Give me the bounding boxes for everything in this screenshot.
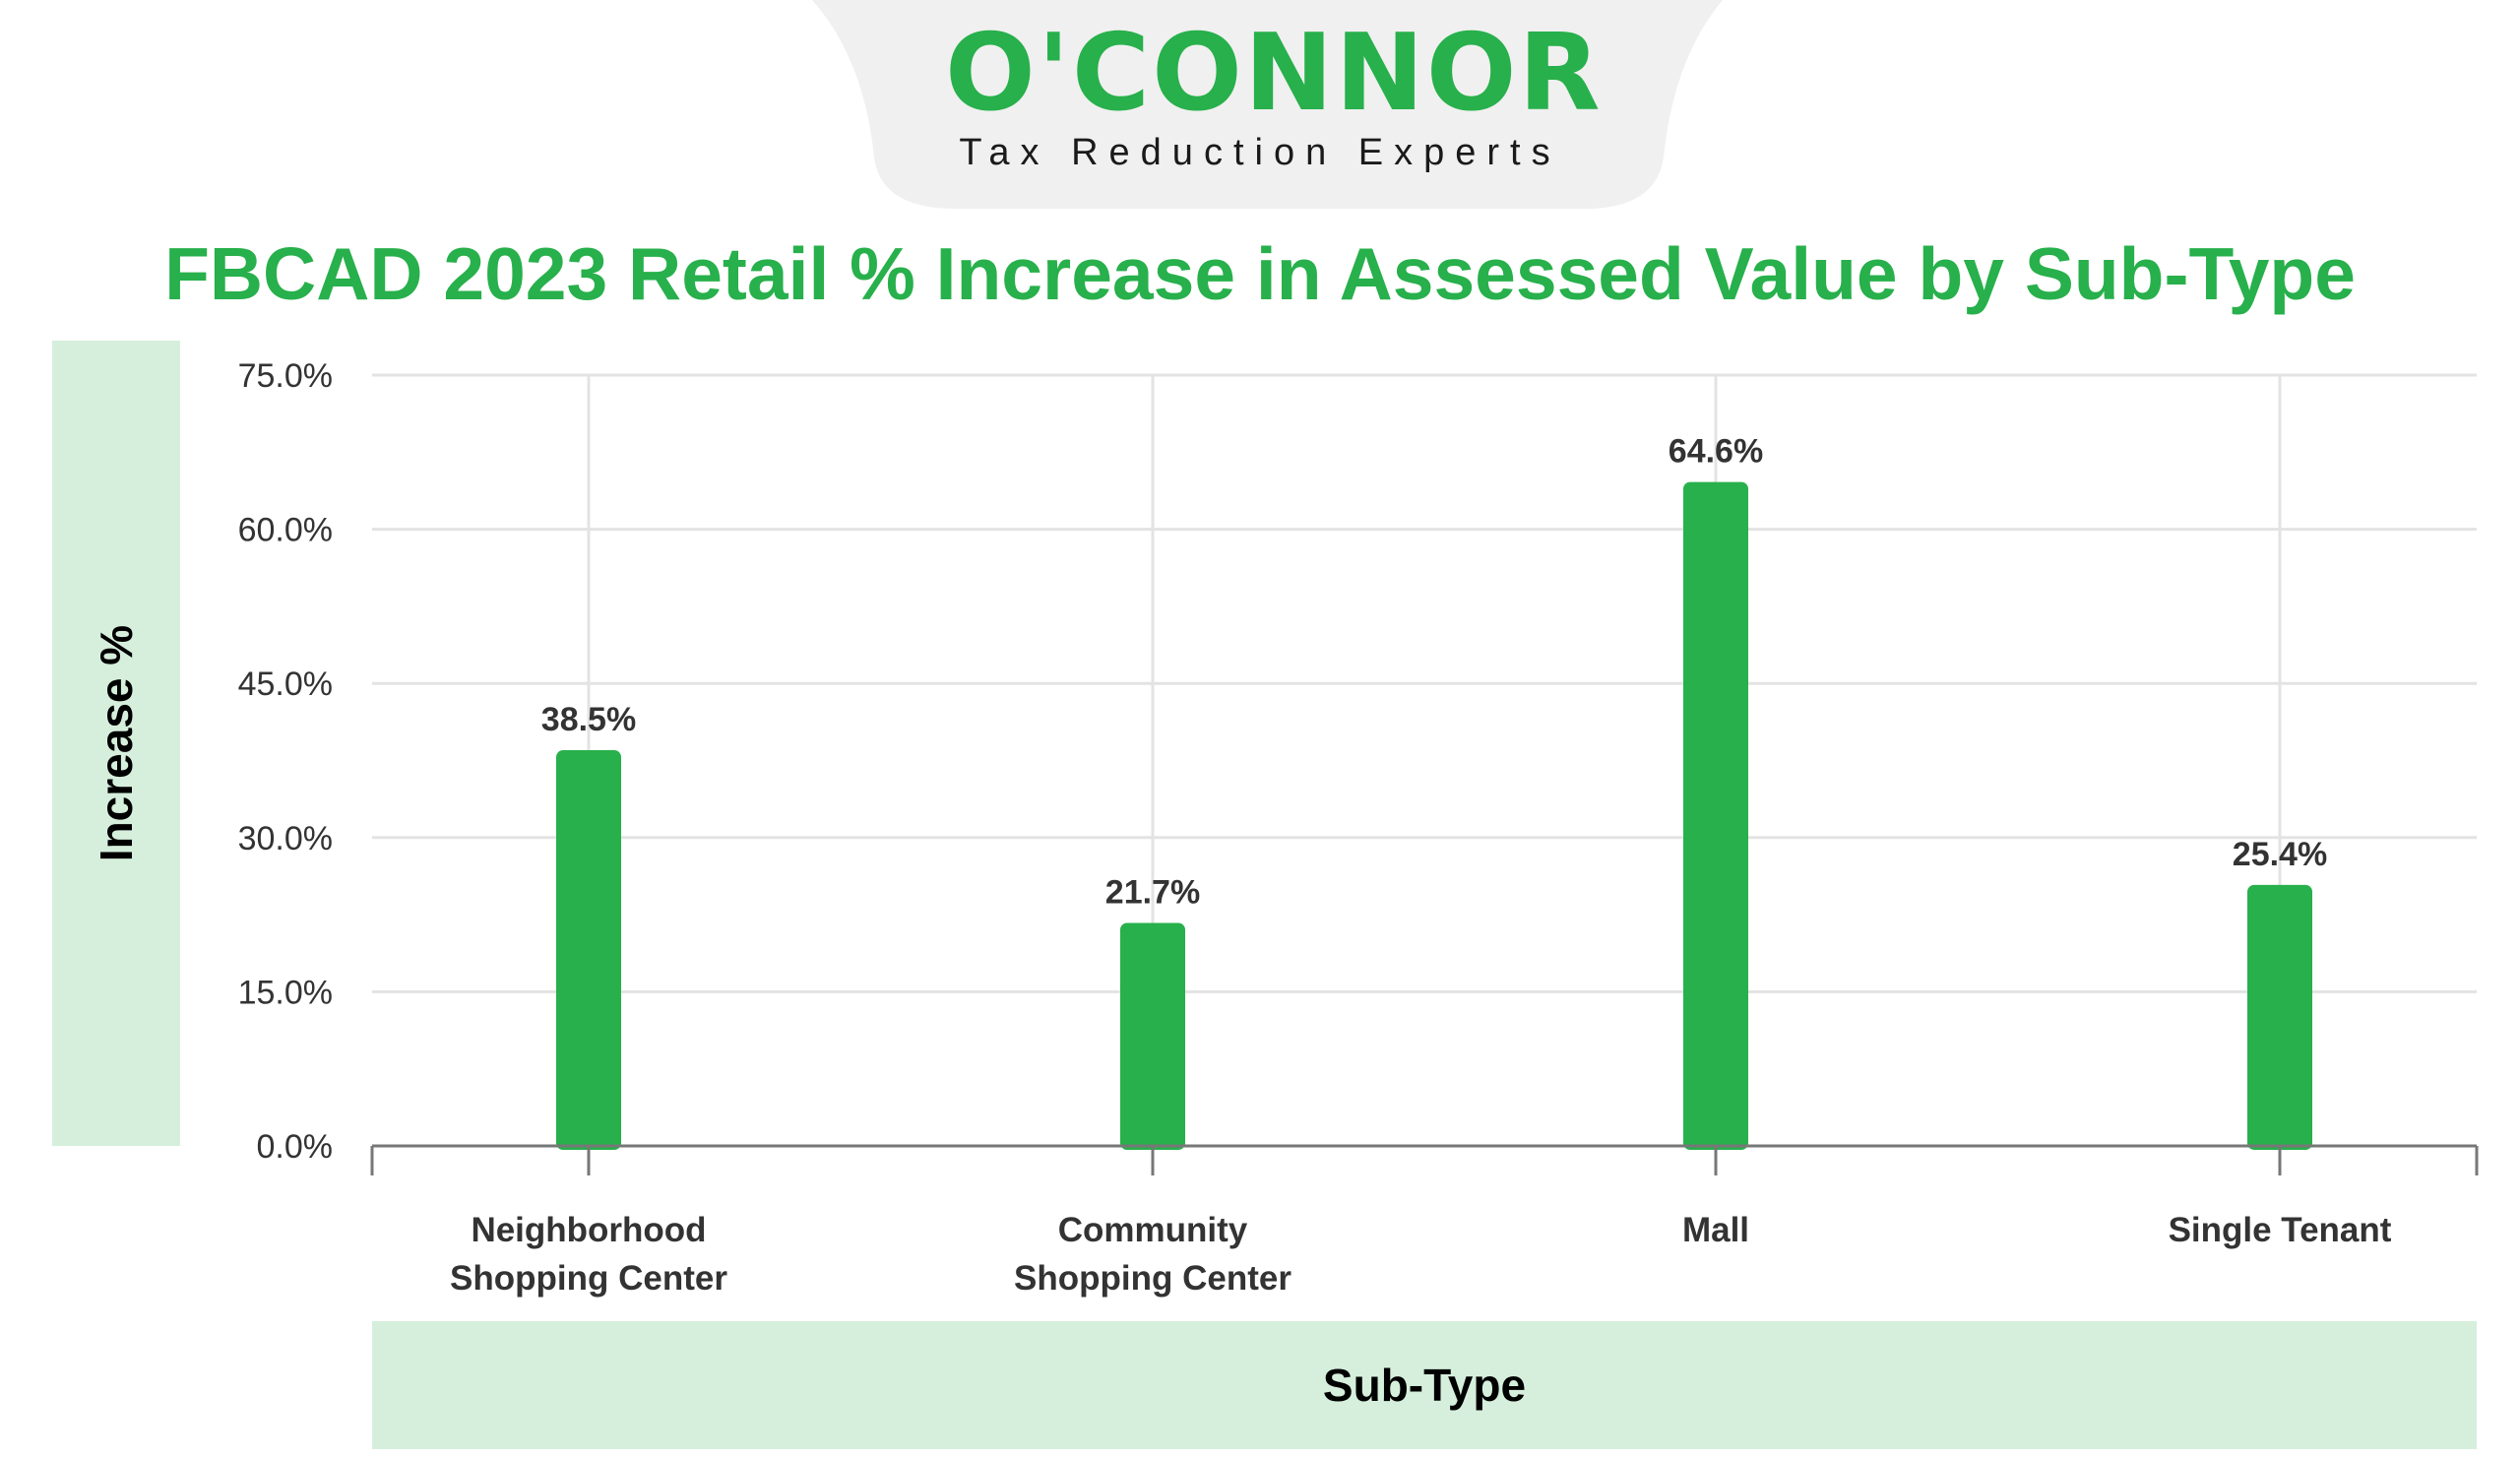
x-tick-label: Single Tenant xyxy=(2169,1211,2392,1249)
bar xyxy=(556,750,621,1150)
brand-tagline: Tax Reduction Experts xyxy=(959,132,1561,173)
bar-value-label: 38.5% xyxy=(541,701,636,738)
y-tick-label: 15.0% xyxy=(238,974,333,1011)
bar-value-label: 25.4% xyxy=(2233,836,2327,873)
bar xyxy=(1683,481,1748,1150)
x-tick-label: Community xyxy=(1058,1211,1248,1249)
y-tick-label: 60.0% xyxy=(238,512,333,549)
x-tick-label: Mall xyxy=(1682,1211,1749,1249)
bar xyxy=(1120,922,1185,1150)
x-tick-label: Neighborhood xyxy=(471,1211,706,1249)
brand-logo: O'CONNOR xyxy=(945,12,1603,135)
bar-value-label: 64.6% xyxy=(1669,433,1763,471)
y-tick-label: 0.0% xyxy=(257,1128,334,1166)
y-axis-label-panel xyxy=(52,341,180,1146)
y-tick-label: 75.0% xyxy=(238,357,333,395)
chart-title: FBCAD 2023 Retail % Increase in Assessed… xyxy=(164,232,2356,315)
x-tick-label: Shopping Center xyxy=(1014,1259,1292,1298)
y-tick-label: 30.0% xyxy=(238,820,333,857)
bar-value-label: 21.7% xyxy=(1105,873,1200,911)
bar xyxy=(2247,884,2312,1150)
x-tick-label: Shopping Center xyxy=(450,1259,727,1298)
logo-badge xyxy=(812,0,1723,209)
x-axis-label-panel xyxy=(372,1321,2477,1449)
y-tick-label: 45.0% xyxy=(238,666,333,703)
x-axis-label: Sub-Type xyxy=(1322,1360,1527,1411)
